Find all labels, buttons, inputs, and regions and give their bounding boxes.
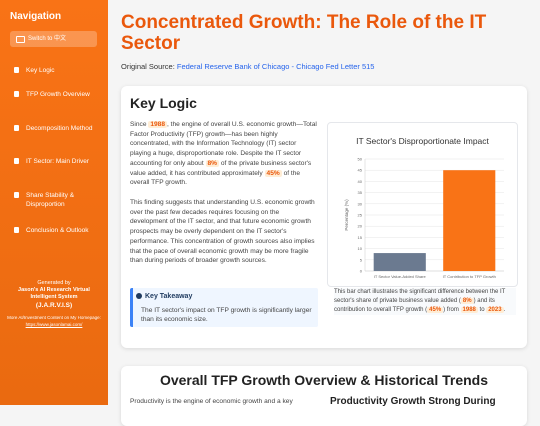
text: ) and its contribution to overall TFP gr… [334, 298, 495, 313]
text: This bar chart illustrates the significa… [334, 289, 506, 304]
nav-item[interactable]: Decomposition Method [14, 124, 102, 133]
info-icon [136, 293, 142, 299]
y-tick-label: 0 [360, 269, 363, 274]
y-tick-label: 5 [360, 257, 363, 262]
paragraph: Since 1988, the engine of overall U.S. e… [130, 120, 318, 188]
sidebar-footer: Generated by Jason's AI Research Virtual… [6, 280, 102, 329]
more-content: More AI/Investment Content on My Homepag… [7, 315, 101, 320]
nav-item[interactable]: Share Stability & Disproportion [14, 191, 102, 209]
sidebar: Navigation Switch to 中文 Key Logic TFP Gro… [0, 0, 108, 405]
nav-label: TFP Growth Overview [26, 91, 90, 98]
nav-icon [14, 91, 19, 97]
highlight: 45% [264, 169, 282, 177]
takeaway-title: Key Takeaway [145, 293, 193, 300]
text: Since [130, 121, 149, 128]
subheading: Productivity Growth Strong During [330, 396, 496, 407]
nav-item[interactable]: TFP Growth Overview [14, 90, 102, 99]
highlight: 8% [460, 298, 474, 304]
text: . [503, 307, 506, 313]
y-tick-label: 40 [358, 179, 363, 184]
y-tick-label: 15 [358, 235, 363, 240]
nav-icon [14, 67, 19, 73]
text: ) from [443, 307, 461, 313]
nav-label: Key Logic [26, 67, 55, 74]
generated-by: Generated by [37, 280, 71, 286]
text: of the private business sector's value a… [130, 159, 312, 177]
takeaway-text: The IT sector's impact on TFP growth is … [141, 307, 312, 323]
y-tick-label: 25 [358, 213, 363, 218]
highlight: 8% [205, 159, 220, 167]
system-name: Jason's AI Research Virtual Intelligent … [18, 287, 90, 300]
nav-label: Share Stability & Disproportion [26, 192, 75, 208]
nav-label: IT Sector: Main Driver [26, 158, 90, 165]
chart-title: IT Sector's Disproportionate Impact [356, 136, 489, 146]
highlight: 45% [427, 307, 444, 313]
language-button[interactable]: Switch to 中文 [10, 31, 97, 47]
y-tick-label: 50 [358, 157, 363, 162]
chart-card: IT Sector's Disproportionate Impact Perce… [327, 122, 518, 287]
paragraph: Productivity is the engine of economic g… [130, 398, 293, 405]
text: This finding suggests that understanding… [130, 199, 315, 265]
bar [373, 253, 426, 271]
takeaway-box: Key Takeaway The IT sector's impact on T… [130, 288, 318, 327]
page: Navigation Switch to 中文 Key Logic TFP Gro… [0, 0, 518, 407]
y-axis-label: Percentage (%) [344, 199, 349, 231]
nav-icon [14, 158, 19, 164]
nav-item[interactable]: Key Logic [14, 66, 102, 75]
x-tick-label: IT Contribution to TFP Growth [443, 274, 496, 279]
nav-icon [14, 227, 19, 233]
y-tick-label: 30 [358, 201, 363, 206]
bar [443, 170, 496, 271]
text: of the overall TFP growth. [130, 169, 301, 187]
source-link[interactable]: Federal Reserve Bank of Chicago - Chicag… [176, 62, 375, 71]
source: Original Source: Federal Reserve Bank of… [121, 62, 374, 71]
highlight: 1988 [460, 307, 478, 313]
y-tick-label: 45 [358, 168, 363, 173]
y-tick-label: 20 [358, 224, 363, 229]
page-title: Concentrated Growth: The Role of the IT … [121, 12, 487, 54]
paragraph: This finding suggests that understanding… [130, 198, 318, 266]
chart-caption: This bar chart illustrates the significa… [334, 288, 516, 315]
nav-icon [14, 125, 19, 131]
highlight: 1988 [148, 121, 167, 128]
nav-item[interactable]: Conclusion & Outlook [14, 226, 102, 235]
nav-label: Conclusion & Outlook [26, 227, 89, 234]
x-tick-label: IT Sector Value-Added Share [374, 274, 427, 279]
homepage-link[interactable]: https://www.jasonlamai.com/ [25, 322, 83, 327]
section-heading: Overall TFP Growth Overview & Historical… [159, 372, 489, 388]
sidebar-title: Navigation [10, 11, 62, 22]
system-short: (J.A.R.V.I.S) [35, 302, 73, 309]
y-tick-label: 10 [358, 246, 363, 251]
chart: IT Sector's Disproportionate Impact Perce… [344, 136, 504, 279]
highlight: 2023 [486, 307, 504, 313]
text: to [477, 307, 487, 313]
y-tick-label: 35 [358, 190, 363, 195]
nav-icon [14, 192, 19, 198]
nav-item[interactable]: IT Sector: Main Driver [14, 157, 102, 166]
text: , the engine of overall U.S. economic gr… [130, 121, 317, 167]
source-label: Original Source: [121, 62, 175, 71]
section-heading: Key Logic [130, 95, 197, 111]
nav-label: Decomposition Method [26, 125, 93, 132]
